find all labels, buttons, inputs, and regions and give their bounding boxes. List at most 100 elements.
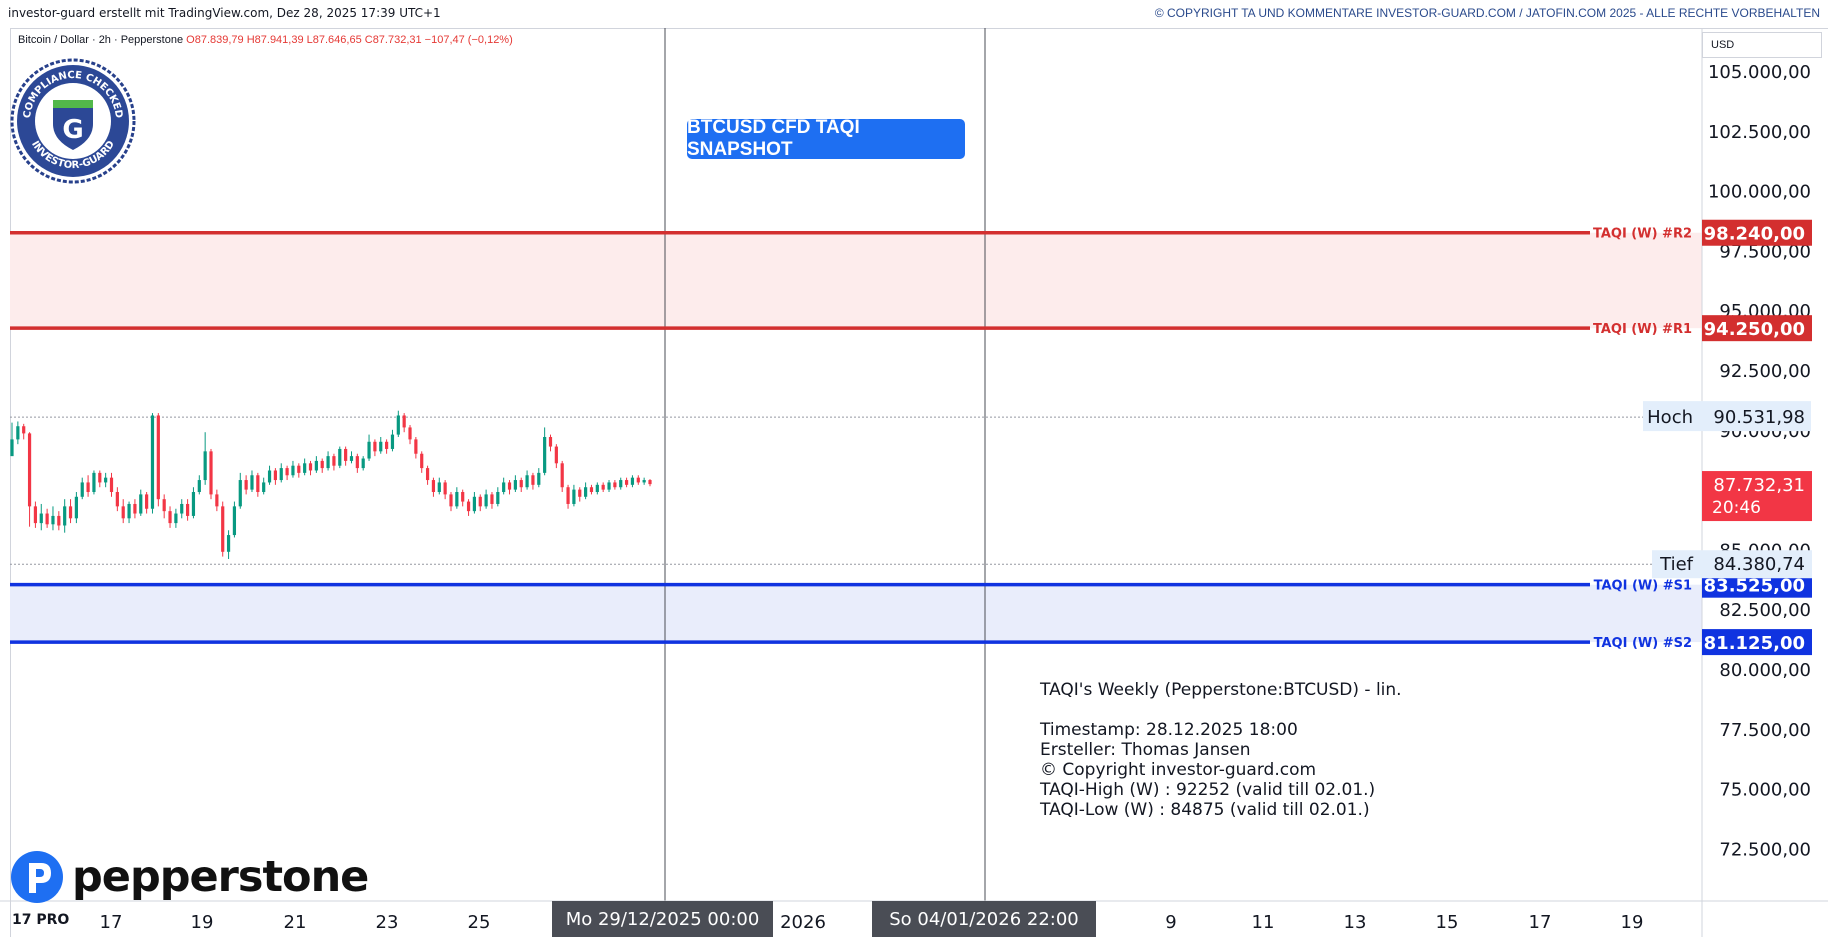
candle [613, 480, 617, 490]
created-by-text: investor-guard erstellt mit TradingView.… [8, 6, 441, 20]
x-tick-label-9: 13 [1344, 912, 1367, 933]
candle [548, 434, 553, 452]
candle [408, 425, 412, 445]
candle [226, 530, 231, 559]
pepperstone-logo: pepperstone [10, 850, 369, 904]
snapshot-button[interactable]: BTCUSD CFD TAQI SNAPSHOT [687, 117, 965, 160]
candle [414, 436, 418, 459]
candle [127, 501, 131, 524]
candle [396, 410, 400, 437]
x-tick-label-10: 15 [1436, 912, 1459, 933]
candle [525, 470, 529, 490]
candle [285, 465, 289, 481]
candle [86, 475, 90, 497]
candle [531, 472, 535, 490]
candle [431, 477, 436, 497]
y-tick-label-9: 80.000,00 [1719, 660, 1811, 681]
y-tick-label-2: 100.000,00 [1708, 182, 1811, 203]
candle [373, 439, 377, 457]
candle [572, 484, 576, 507]
candle [543, 427, 547, 476]
y-tick-label-1: 102.500,00 [1708, 122, 1811, 143]
low-tag-price: 84.380,74 [1713, 554, 1805, 575]
countdown-text: 20:46 [1712, 498, 1761, 518]
candle [180, 499, 184, 519]
candle [320, 458, 324, 473]
candle [519, 477, 523, 493]
candle [303, 458, 307, 476]
top-bar: investor-guard erstellt mit TradingView.… [0, 0, 1828, 28]
last-price-tag [1702, 471, 1812, 522]
candle [607, 480, 611, 493]
candle [203, 432, 207, 485]
candle [168, 506, 172, 528]
pepperstone-wordmark: pepperstone [72, 852, 369, 902]
candle [279, 463, 283, 483]
badge-letter: G [62, 115, 83, 145]
candle [642, 477, 646, 485]
candle [560, 460, 564, 493]
currency-selector[interactable]: USD [1702, 32, 1822, 58]
candle [57, 511, 61, 531]
level-price-text-1: 94.250,00 [1704, 319, 1805, 340]
tradingview-logo[interactable]: 17 PRO [12, 912, 70, 928]
info-copyright: © Copyright investor-guard.com [1040, 760, 1317, 780]
candle [39, 503, 43, 531]
candle [51, 506, 55, 531]
candle [385, 439, 389, 454]
level-label-1: TAQI (W) #R1 [1593, 322, 1692, 337]
candle [630, 475, 635, 488]
candle [63, 499, 67, 533]
candle [584, 482, 588, 500]
candle [262, 477, 266, 495]
x-tick-label-6: 2026 [780, 912, 826, 933]
candle [578, 487, 582, 502]
candle [27, 432, 32, 527]
candle [619, 477, 623, 490]
candle [121, 499, 125, 524]
info-taqi-low: TAQI-Low (W) : 84875 (valid till 02.01.) [1040, 800, 1370, 820]
time-highlight-start: Mo 29/12/2025 00:00 [552, 901, 773, 937]
candle [92, 470, 96, 495]
level-price-tag-0 [1702, 219, 1812, 246]
candle [478, 494, 482, 512]
chart-frame [10, 28, 1828, 937]
candle [297, 463, 301, 478]
symbol-legend: Bitcoin / Dollar · 2h · Pepperstone O87.… [18, 34, 513, 46]
candle [267, 465, 272, 485]
candle [601, 482, 605, 493]
candle [74, 492, 78, 524]
candle [314, 456, 318, 473]
ohlc-values: O87.839,79 H87.941,39 L87.646,65 C87.732… [186, 34, 513, 46]
x-tick-label-0: 17 [100, 912, 123, 933]
x-tick-label-11: 17 [1529, 912, 1552, 933]
y-tick-label-3: 97.500,00 [1719, 241, 1811, 262]
level-price-text-3: 81.125,00 [1704, 633, 1805, 654]
candle [197, 475, 201, 495]
candle [589, 484, 594, 495]
pepperstone-icon [11, 851, 63, 903]
info-author: Ersteller: Thomas Jansen [1040, 740, 1251, 760]
candle [273, 468, 277, 485]
candle [156, 413, 160, 507]
candle [449, 492, 453, 512]
candle [455, 487, 459, 509]
candle [68, 499, 73, 524]
high-tag-label: Hoch [1647, 407, 1693, 428]
candle [326, 451, 330, 471]
candle [355, 453, 359, 473]
high-tag-price: 90.531,98 [1713, 407, 1805, 428]
resistance-zone [10, 232, 1702, 329]
candle [566, 484, 570, 509]
candle [185, 499, 190, 521]
candle [150, 413, 155, 514]
level-price-tag-3 [1702, 629, 1812, 656]
candle [139, 489, 143, 516]
y-tick-label-8: 82.500,00 [1719, 600, 1811, 621]
candle [484, 489, 488, 509]
x-tick-label-2: 21 [284, 912, 307, 933]
y-tick-label-5: 92.500,00 [1719, 361, 1811, 382]
candle [256, 472, 260, 497]
info-timestamp: Timestamp: 28.12.2025 18:00 [1040, 720, 1298, 740]
